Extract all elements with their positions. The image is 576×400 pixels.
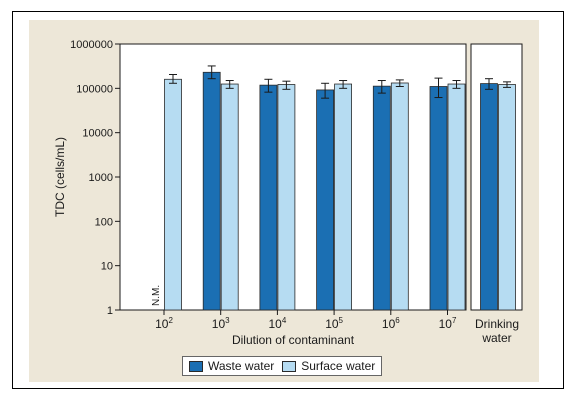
x-tick-label: 103 bbox=[212, 316, 230, 331]
legend: Waste water Surface water bbox=[182, 356, 383, 376]
surface-water-bar bbox=[277, 84, 296, 311]
x-axis-label: Dilution of contaminant bbox=[232, 333, 355, 347]
y-axis-label: TDC (cells/mL) bbox=[53, 137, 67, 217]
waste-water-bar bbox=[429, 86, 448, 311]
y-tick-label: 1000 bbox=[89, 172, 113, 184]
surface-water-bar bbox=[164, 78, 182, 311]
y-tick-label: 10000 bbox=[82, 128, 113, 140]
y-tick-label: 1000000 bbox=[70, 39, 113, 51]
waste-water-bar bbox=[202, 71, 221, 311]
waste-water-bar bbox=[259, 84, 278, 311]
y-tick-label: 100 bbox=[95, 216, 113, 228]
drinking-water-label-line1: Drinking bbox=[475, 317, 519, 331]
y-tick-label: 100000 bbox=[76, 83, 113, 95]
x-tick-label: 105 bbox=[325, 316, 343, 331]
x-tick-label: 104 bbox=[268, 316, 286, 331]
surface-water-bar bbox=[390, 82, 409, 311]
y-tick-label: 10 bbox=[101, 261, 113, 273]
waste-water-swatch bbox=[189, 360, 203, 372]
drinking-waste-water-bar bbox=[480, 83, 498, 311]
x-tick-label: 107 bbox=[439, 316, 457, 331]
legend-label-surface-water: Surface water bbox=[301, 359, 376, 373]
x-axis: 102 103 104 105 106 107 bbox=[155, 310, 457, 331]
legend-item-waste-water: Waste water bbox=[189, 359, 274, 373]
x-tick-label: 106 bbox=[382, 316, 400, 331]
y-axis: 1 10 100 1000 10000 100000 1000000 bbox=[70, 39, 120, 317]
surface-water-bar bbox=[447, 83, 466, 311]
not-measured-note: N.M. bbox=[151, 285, 162, 306]
y-tick-label: 1 bbox=[107, 305, 113, 317]
drinking-surface-water-bar bbox=[498, 84, 516, 311]
drinking-water-label-line2: water bbox=[481, 331, 511, 345]
waste-water-bar bbox=[372, 85, 391, 311]
surface-water-bar bbox=[334, 83, 353, 311]
surface-water-swatch bbox=[282, 360, 297, 372]
legend-item-surface-water: Surface water bbox=[282, 359, 375, 373]
waste-water-bar bbox=[316, 89, 335, 311]
surface-water-bar bbox=[220, 83, 239, 311]
bar-series: N.M. bbox=[151, 65, 516, 311]
legend-label-waste-water: Waste water bbox=[208, 359, 275, 373]
x-tick-label: 102 bbox=[155, 316, 173, 331]
